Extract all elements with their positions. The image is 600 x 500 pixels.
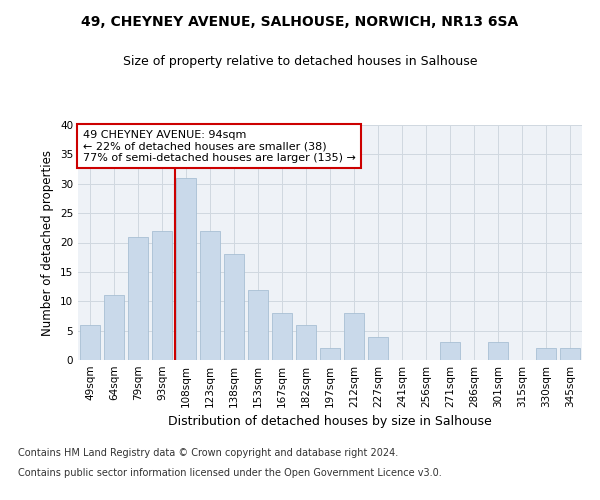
Bar	[560, 348, 580, 360]
Bar	[440, 342, 460, 360]
Bar	[488, 342, 508, 360]
Text: 49 CHEYNEY AVENUE: 94sqm
← 22% of detached houses are smaller (38)
77% of semi-d: 49 CHEYNEY AVENUE: 94sqm ← 22% of detach…	[83, 130, 356, 163]
Bar	[368, 336, 388, 360]
Bar	[152, 231, 172, 360]
Y-axis label: Number of detached properties: Number of detached properties	[41, 150, 55, 336]
Bar	[200, 231, 220, 360]
Text: Size of property relative to detached houses in Salhouse: Size of property relative to detached ho…	[123, 55, 477, 68]
Text: Contains public sector information licensed under the Open Government Licence v3: Contains public sector information licen…	[18, 468, 442, 477]
Bar	[272, 313, 292, 360]
Bar	[224, 254, 244, 360]
Bar	[320, 348, 340, 360]
X-axis label: Distribution of detached houses by size in Salhouse: Distribution of detached houses by size …	[168, 416, 492, 428]
Bar	[536, 348, 556, 360]
Bar	[80, 325, 100, 360]
Bar	[344, 313, 364, 360]
Bar	[176, 178, 196, 360]
Text: Contains HM Land Registry data © Crown copyright and database right 2024.: Contains HM Land Registry data © Crown c…	[18, 448, 398, 458]
Bar	[104, 296, 124, 360]
Bar	[296, 325, 316, 360]
Text: 49, CHEYNEY AVENUE, SALHOUSE, NORWICH, NR13 6SA: 49, CHEYNEY AVENUE, SALHOUSE, NORWICH, N…	[82, 15, 518, 29]
Bar	[248, 290, 268, 360]
Bar	[128, 236, 148, 360]
